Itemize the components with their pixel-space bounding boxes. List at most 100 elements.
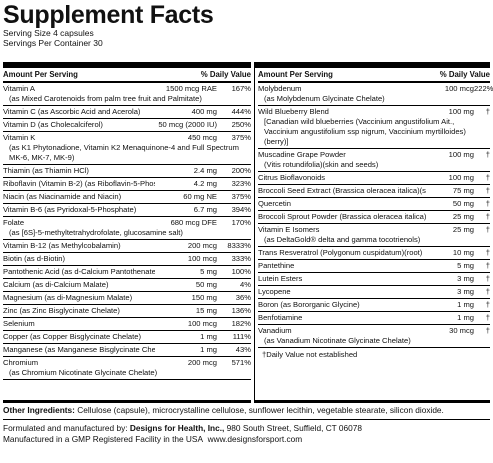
nutrient-row: Broccoli Seed Extract (Brassica oleracea…	[258, 185, 490, 198]
nutrient-row: Niacin (as Niacinamide and Niacin) 60 mg …	[3, 191, 251, 204]
nutrient-row: Copper (as Copper Bisglycinate Chelate) 1…	[3, 331, 251, 344]
daily-value: †	[485, 261, 490, 270]
nutrient-row: Biotin (as d-Biotin) 100 mcg 333%	[3, 253, 251, 266]
daily-value: 394%	[231, 205, 251, 214]
amount: 5 mg	[200, 267, 217, 276]
amount: 6.7 mg	[193, 205, 217, 214]
amount: 4.2 mg	[193, 179, 217, 188]
daily-value: 136%	[231, 306, 251, 315]
nutrient-row: Magnesium (as di-Magnesium Malate) 150 mg…	[3, 292, 251, 305]
nutrient-name: Folate	[3, 218, 25, 227]
nutrient-detail: (as K1 Phytonadione, Vitamin K2 Menaquin…	[9, 143, 239, 162]
nutrient-name: Trans Resveratrol (Polygonum cuspidatum)…	[258, 248, 423, 257]
nutrient-row: Broccoli Sprout Powder (Brassica olerace…	[258, 211, 490, 224]
row-main: Vitamin E Isomers 25 mg †	[258, 225, 490, 235]
column-header: Amount Per Serving % Daily Value	[258, 68, 490, 83]
nutrient-row: Vitamin B-12 (as Methylcobalamin) 200 mcg…	[3, 240, 251, 253]
amount: 25 mg	[452, 212, 474, 221]
nutrient-name: Chromium	[3, 358, 39, 367]
nutrient-name: Manganese (as Manganese Bisglycinate Che…	[3, 345, 155, 354]
title: Supplement Facts	[3, 1, 214, 29]
row-main: Folate 680 mcg DFE 170%	[3, 218, 251, 228]
manufacturer: Formulated and manufactured by: Designs …	[3, 423, 490, 434]
text: Cellulose (capsule), microcrystalline ce…	[77, 405, 444, 415]
nutrient-name: Citrus Bioflavonoids	[258, 173, 326, 182]
daily-value: 43%	[235, 345, 251, 354]
daily-value: 167%	[231, 84, 251, 93]
nutrient-row: Quercetin 50 mg †	[258, 198, 490, 211]
daily-value: 375%	[231, 133, 251, 142]
nutrient-row: Selenium 100 mcg 182%	[3, 318, 251, 331]
daily-value: †	[485, 199, 490, 208]
daily-value: 200%	[231, 166, 251, 175]
nutrient-detail: (as Molybdenum Glycinate Chelate)	[264, 94, 385, 103]
nutrient-row: Calcium (as di-Calcium Malate) 50 mg 4%	[3, 279, 251, 292]
text: Manufactured in a GMP Registered Facilit…	[3, 434, 203, 444]
nutrient-name: Vitamin B-12 (as Methylcobalamin)	[3, 241, 121, 250]
daily-value: 170%	[231, 218, 251, 227]
row-main: Copper (as Copper Bisglycinate Chelate) 1…	[3, 332, 251, 342]
row-main: Vitamin B-6 (as Pyridoxal-5-Phosphate) 6.…	[3, 205, 251, 215]
row-main: Vitamin K 450 mcg 375%	[3, 133, 251, 143]
daily-value: †	[485, 313, 490, 322]
amount: 60 mg NE	[183, 192, 217, 201]
nutrient-name: Vitamin K	[3, 133, 36, 142]
daily-value: 222%	[474, 84, 493, 93]
row-main: Molybdenum 100 mcg 222%	[258, 84, 493, 94]
nutrient-name: Copper (as Copper Bisglycinate Chelate)	[3, 332, 142, 341]
nutrient-name: Niacin (as Niacinamide and Niacin)	[3, 192, 122, 201]
amount: 1500 mcg RAE	[165, 84, 217, 93]
label: Other Ingredients:	[3, 405, 75, 415]
company: Designs for Health, Inc.,	[129, 423, 225, 433]
nutrient-name: Vanadium	[258, 326, 292, 335]
daily-value: 4%	[240, 280, 251, 289]
row-main: Broccoli Seed Extract (Brassica oleracea…	[258, 186, 490, 196]
nutrient-row: Vitamin D (as Cholecalciferol) 50 mcg (20…	[3, 119, 251, 132]
daily-value: †	[485, 274, 490, 283]
footnote: †Daily Value not established	[262, 350, 358, 359]
daily-value: †	[485, 212, 490, 221]
right-table: Amount Per Serving % Daily Value Molybde…	[254, 62, 493, 403]
nutrient-name: Riboflavin (Vitamin B-2) (as Riboflavin-…	[3, 179, 155, 188]
amount: 1 mg	[200, 332, 217, 341]
row-main: Vanadium 30 mcg †	[258, 326, 490, 336]
nutrient-name: Vitamin D (as Cholecalciferol)	[3, 120, 103, 129]
row-main: Muscadine Grape Powder 100 mg †	[258, 150, 490, 160]
nutrient-row: Riboflavin (Vitamin B-2) (as Riboflavin-…	[3, 178, 251, 191]
amount: 1 mg	[200, 345, 217, 354]
daily-value: †	[485, 186, 490, 195]
nutrient-name: Molybdenum	[258, 84, 302, 93]
daily-value: 323%	[231, 179, 251, 188]
amount: 3 mg	[457, 287, 474, 296]
nutrient-row: Molybdenum 100 mcg 222% (as Molybdenum Glyc…	[258, 83, 493, 106]
nutrient-name: Lutein Esters	[258, 274, 303, 283]
nutrient-name: Vitamin B-6 (as Pyridoxal-5-Phosphate)	[3, 205, 137, 214]
nutrient-row: Vanadium 30 mcg † (as Vanadium Nicotinate G…	[258, 325, 490, 348]
nutrient-name: Muscadine Grape Powder	[258, 150, 346, 159]
nutrient-row: Pantethine 5 mg †	[258, 260, 490, 273]
nutrient-name: Wild Blueberry Blend	[258, 107, 329, 116]
row-main: Riboflavin (Vitamin B-2) (as Riboflavin-…	[3, 179, 251, 189]
nutrient-row: Zinc (as Zinc Bisglycinate Chelate) 15 mg…	[3, 305, 251, 318]
nutrient-name: Vitamin C (as Ascorbic Acid and Acerola)	[3, 107, 141, 116]
nutrient-row: Vitamin A 1500 mcg RAE 167% (as Mixed Carot…	[3, 83, 251, 106]
row-main: Lycopene 3 mg †	[258, 287, 490, 297]
nutrient-name: Broccoli Sprout Powder (Brassica olerace…	[258, 212, 426, 221]
row-main: Calcium (as di-Calcium Malate) 50 mg 4%	[3, 280, 251, 290]
daily-value: 8333%	[227, 241, 251, 250]
nutrient-detail: (as Chromium Nicotinate Glycinate Chelat…	[9, 368, 158, 377]
address: 980 South Street, Suffield, CT 06078	[226, 423, 362, 433]
row-main: Niacin (as Niacinamide and Niacin) 60 mg …	[3, 192, 251, 202]
nutrient-row: Folate 680 mcg DFE 170% (as [6S]-5-methylte…	[3, 217, 251, 240]
amount: 100 mcg	[187, 319, 217, 328]
row-main: Chromium 200 mcg 571%	[3, 358, 251, 368]
row-main: Boron (as Bororganic Glycine) 1 mg †	[258, 300, 490, 310]
nutrient-name: Pantothenic Acid (as d-Calcium Pantothen…	[3, 267, 155, 276]
dv-header: % Daily Value	[439, 70, 490, 79]
nutrient-name: Benfotiamine	[258, 313, 303, 322]
amount: 200 mcg	[187, 241, 217, 250]
daily-value: 375%	[231, 192, 251, 201]
row-main: Zinc (as Zinc Bisglycinate Chelate) 15 mg…	[3, 306, 251, 316]
daily-value: †	[485, 107, 490, 116]
row-main: Manganese (as Manganese Bisglycinate Che…	[3, 345, 251, 355]
